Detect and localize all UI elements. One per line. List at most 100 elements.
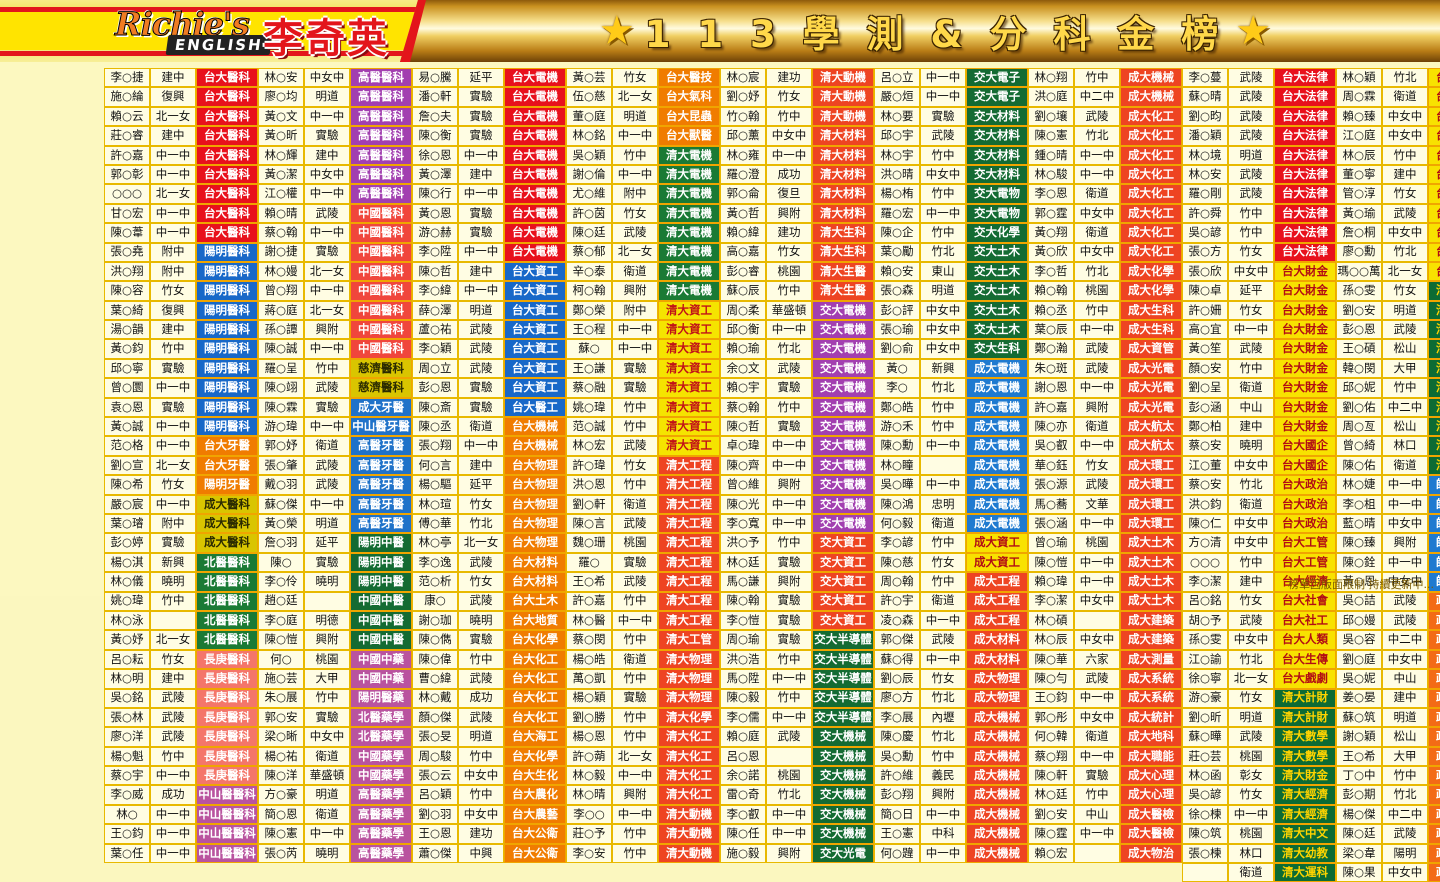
department-badge: 台大法律	[1274, 68, 1336, 88]
department-badge: 台大電機	[504, 184, 566, 204]
table-row: 陳○霖 實驗 成大牙醫	[258, 397, 412, 418]
department-badge: 清大電機	[658, 145, 720, 165]
department-badge: 成大測量	[1120, 649, 1182, 670]
high-school-cell: 成功	[458, 688, 504, 708]
table-row: 嚴○烜 中一中 交大電子	[874, 87, 1028, 107]
student-name-cell: 蘇○曄	[1182, 727, 1228, 747]
department-badge: 中山醫醫科	[196, 804, 258, 825]
department-badge: 交大半導體	[812, 707, 874, 728]
student-name-cell: 彭○恩	[412, 378, 458, 398]
high-school-cell: 中一中	[1382, 552, 1428, 573]
high-school-cell: 華盛頓	[766, 300, 812, 321]
student-name-cell: 許○嘉	[104, 145, 150, 165]
student-name-cell: 鄭○瀚	[1028, 339, 1074, 359]
student-name-cell: 黃○芸	[566, 68, 612, 88]
student-name-cell: 蘇○辰	[720, 281, 766, 301]
high-school-cell: 武陵	[920, 126, 966, 146]
department-badge: 成大資管	[1120, 339, 1182, 359]
high-school-cell: 實驗	[150, 397, 196, 418]
table-row: 李○潔 建中 台大經濟	[1182, 572, 1336, 592]
student-name-cell: 徐○楝	[1182, 804, 1228, 825]
table-row: 蘇○曄 武陵 清大數學	[1182, 727, 1336, 747]
department-badge: 台大醫技	[658, 68, 720, 88]
high-school-cell: 竹中	[612, 397, 658, 418]
student-name-cell: 王○鈞	[104, 824, 150, 844]
high-school-cell: 中一中	[1074, 824, 1120, 844]
high-school-cell: 竹中	[612, 591, 658, 611]
table-row: 梁○韋陽明政大統計	[1336, 843, 1440, 864]
department-badge: 高醫牙醫	[350, 494, 412, 514]
table-row: 陳○行 中一中 台大電機	[412, 184, 566, 204]
high-school-cell: 復旦	[766, 184, 812, 204]
table-row: 李○儒 中一中 交大半導體	[720, 707, 874, 728]
student-name-cell: 李○安	[566, 843, 612, 864]
department-badge: 師大公教	[1428, 494, 1440, 514]
high-school-cell: 實驗	[766, 591, 812, 611]
high-school-cell: 竹女	[1228, 785, 1274, 805]
department-badge: 中山醫牙醫	[350, 417, 412, 437]
student-name-cell: 李○緯	[412, 281, 458, 301]
table-row: 余○文 武陵 交大電機	[720, 358, 874, 379]
department-badge: 台大電機	[504, 242, 566, 262]
table-row: 顏○傑 武陵 台大化工	[412, 707, 566, 728]
high-school-cell: 中一中	[150, 766, 196, 786]
high-school-cell: 延平	[1228, 281, 1274, 301]
student-name-cell: 張○林	[104, 707, 150, 728]
student-name-cell: 王○謙	[566, 358, 612, 379]
student-name-cell: 蔡○翰	[258, 223, 304, 243]
high-school-cell: 東山	[920, 261, 966, 282]
student-name-cell: 陳○佑	[1336, 455, 1382, 476]
high-school-cell: 竹北	[920, 378, 966, 398]
student-name-cell: 劉○安	[1336, 300, 1382, 321]
department-badge: 清大資工	[658, 378, 720, 398]
high-school-cell: 中女中	[1228, 533, 1274, 553]
high-school-cell: 中一中	[612, 164, 658, 185]
department-badge: 交大半導體	[812, 688, 874, 708]
high-school-cell: 實驗	[458, 630, 504, 650]
student-name-cell: 施○芸	[258, 669, 304, 689]
student-name-cell: 陳○勻	[1028, 669, 1074, 689]
department-badge: 台大法律	[1274, 242, 1336, 262]
table-row: 李○愷 實驗 交大資工	[720, 610, 874, 631]
high-school-cell: 武陵	[612, 436, 658, 456]
student-name-cell: 陳○行	[412, 184, 458, 204]
table-row: 林○駿 中一中 成大化工	[1028, 164, 1182, 185]
student-name-cell: 陳○筑	[1182, 824, 1228, 844]
high-school-cell: 建中	[1228, 572, 1274, 592]
high-school-cell: 桃園	[1228, 746, 1274, 767]
department-badge: 台大化工	[504, 707, 566, 728]
high-school-cell: 大甲	[1382, 746, 1428, 767]
table-row: 蔡○安 竹北 台大政治	[1182, 475, 1336, 495]
high-school-cell: 竹北	[920, 688, 966, 708]
table-row: 吳○妮中山政大法律	[1336, 669, 1440, 689]
table-row: 林○辰竹中台大工管	[1336, 145, 1440, 165]
department-badge: 北醫醫科	[196, 572, 258, 592]
student-name-cell: 林○晴	[566, 785, 612, 805]
high-school-cell: 陽明	[1382, 843, 1428, 864]
table-row: 陳○齊 中一中 交大電機	[720, 455, 874, 476]
high-school-cell: 中山	[1228, 397, 1274, 418]
table-row: 林○明 建中 長庚醫科	[104, 669, 258, 689]
table-row: 潘○穎 武陵 台大法律	[1182, 126, 1336, 146]
student-name-cell: 邱○妮	[1336, 378, 1382, 398]
student-name-cell: 梁○韋	[1336, 843, 1382, 864]
student-name-cell: 黃○澤	[412, 164, 458, 185]
department-badge: 長庚醫科	[196, 766, 258, 786]
student-name-cell: 郭○傑	[874, 630, 920, 650]
student-name-cell: 余○文	[720, 358, 766, 379]
high-school-cell: 實驗	[458, 223, 504, 243]
department-badge: 台大社工	[1274, 610, 1336, 631]
student-name-cell: 林○宇	[874, 145, 920, 165]
high-school-cell: 中一中	[1228, 320, 1274, 340]
department-badge: 台大社工	[1428, 203, 1440, 224]
table-row: 王○程 中一中 清大資工	[566, 320, 720, 340]
student-name-cell: 王○程	[566, 320, 612, 340]
student-name-cell: 甘○宏	[104, 203, 150, 224]
high-school-cell: 中科	[920, 824, 966, 844]
high-school-cell: 中一中	[150, 378, 196, 398]
department-badge: 台大資工	[504, 281, 566, 301]
student-name-cell: 陳○誠	[258, 339, 304, 359]
table-row: 林○儀 曉明 北醫醫科	[104, 572, 258, 592]
student-name-cell: 張○翔	[412, 436, 458, 456]
department-badge: 高醫醫科	[350, 126, 412, 146]
